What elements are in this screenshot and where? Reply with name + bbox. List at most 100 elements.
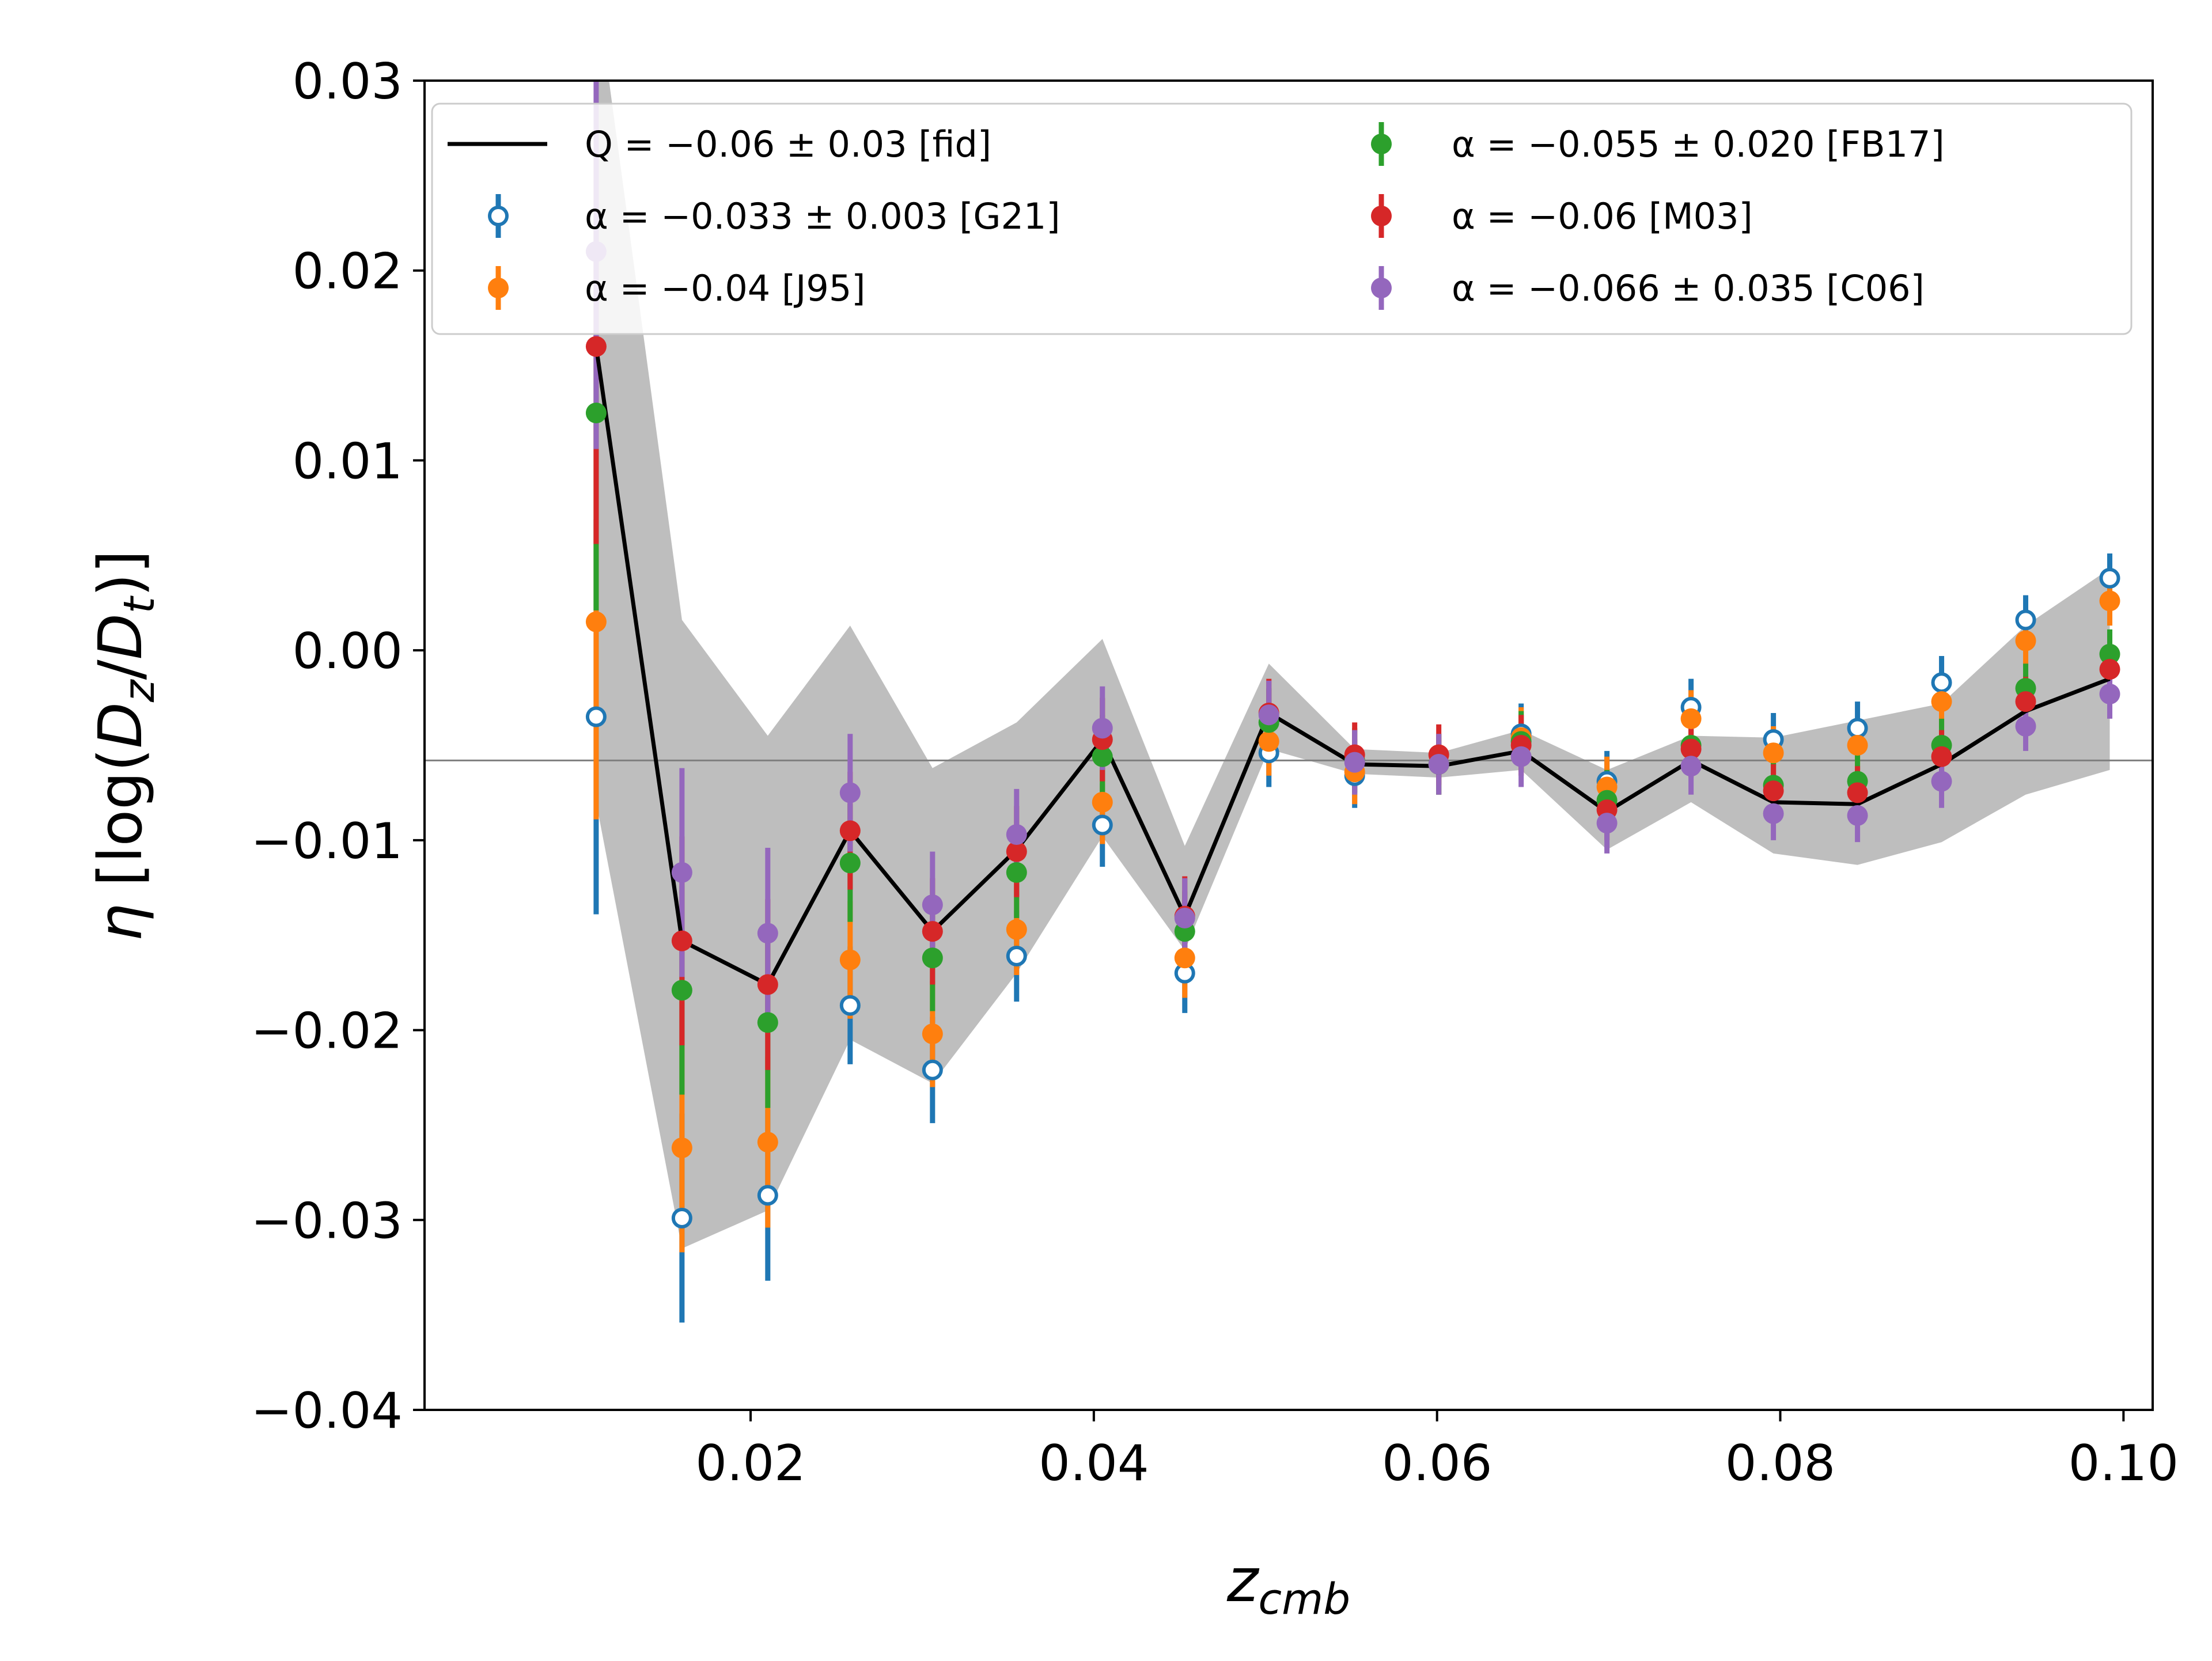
legend-label: α = −0.06 [M03] (1452, 195, 1753, 237)
y-axis-label-sub1: z (115, 678, 164, 703)
data-point (2099, 683, 2120, 704)
data-point (1092, 718, 1113, 739)
y-axis: 0.03 0.02 0.01 0.00 −0.01 −0.02 −0.03 −0.04 (251, 53, 425, 1440)
x-axis-label-base: z (1226, 1545, 1260, 1616)
data-point (757, 974, 778, 995)
data-point (2099, 659, 2120, 680)
y-tick-label: −0.02 (251, 1003, 403, 1060)
data-point (922, 1059, 943, 1080)
x-tick-label: 0.10 (2069, 1435, 2179, 1492)
y-axis-label-d2: D (85, 613, 156, 659)
legend-handle-marker (1371, 278, 1392, 298)
y-axis-label-slash: / (85, 659, 156, 680)
data-point (1931, 672, 1952, 693)
data-point (757, 1185, 778, 1206)
data-point (1092, 814, 1113, 836)
y-tick-label: 0.01 (293, 433, 403, 490)
data-markers (585, 241, 2120, 1228)
x-tick-label: 0.06 (1382, 1435, 1492, 1492)
x-axis-label: zcmb (1226, 1545, 1350, 1624)
data-point (839, 820, 861, 841)
legend-label: Q = −0.06 ± 0.03 [fid] (585, 123, 991, 165)
data-point (1428, 753, 1449, 775)
y-axis-label-d1: D (85, 702, 156, 748)
data-point (1931, 771, 1952, 792)
data-point (2099, 643, 2120, 665)
x-axis-label-subscript: cmb (1258, 1575, 1350, 1624)
y-tick-label: 0.03 (293, 53, 403, 111)
data-point (839, 852, 861, 874)
data-point (585, 611, 607, 632)
data-point (839, 782, 861, 803)
data-point (671, 980, 692, 1001)
plot-content (425, 81, 2153, 1323)
data-point (757, 1132, 778, 1153)
data-point (1344, 752, 1365, 773)
legend-label: α = −0.033 ± 0.003 [G21] (585, 195, 1060, 237)
y-tick-label: 0.02 (293, 243, 403, 301)
x-tick-label: 0.04 (1039, 1435, 1149, 1492)
legend-handle-marker (1371, 206, 1392, 226)
data-point (2099, 567, 2120, 589)
legend-box (431, 103, 2133, 335)
data-point (1092, 746, 1113, 767)
data-point (1092, 791, 1113, 813)
data-point (839, 995, 861, 1016)
data-point (1006, 945, 1027, 966)
data-point (2015, 716, 2036, 737)
data-point (1931, 691, 1952, 712)
data-point (671, 1207, 692, 1228)
y-tick-label: −0.03 (251, 1192, 403, 1250)
data-point (1680, 708, 1702, 729)
data-point (1174, 947, 1195, 969)
data-point (1763, 803, 1784, 824)
data-point (1596, 813, 1618, 834)
data-point (1847, 718, 1868, 739)
x-axis: 0.02 0.04 0.06 0.08 0.10 (695, 1410, 2179, 1492)
data-point (922, 1023, 943, 1045)
data-point (1763, 780, 1784, 802)
data-point (1847, 782, 1868, 803)
x-tick-label: 0.02 (695, 1435, 805, 1492)
y-axis-label: η[log(Dz/Dt)] (85, 550, 164, 942)
y-axis-label-close: )] (85, 550, 156, 597)
data-point (1006, 919, 1027, 940)
y-tick-label: 0.00 (293, 623, 403, 680)
legend-label: α = −0.04 [J95] (585, 267, 866, 309)
data-point (1847, 735, 1868, 756)
legend-handle-marker (1371, 134, 1392, 154)
y-axis-label-eta: η (85, 904, 156, 942)
data-point (585, 336, 607, 357)
data-point (922, 947, 943, 969)
data-point (2099, 590, 2120, 612)
y-axis-label-open: [log( (85, 748, 156, 886)
data-point (585, 706, 607, 727)
data-point (1006, 824, 1027, 845)
data-point (757, 1012, 778, 1033)
plot-area (423, 79, 2154, 1411)
data-point (1847, 805, 1868, 826)
data-point (1174, 908, 1195, 929)
legend-handle-marker (488, 278, 509, 298)
data-point (757, 923, 778, 944)
legend-label: α = −0.055 ± 0.020 [FB17] (1452, 123, 1945, 165)
data-point (2015, 691, 2036, 712)
data-point (922, 921, 943, 942)
legend-handle-marker (488, 206, 509, 226)
data-point (922, 894, 943, 915)
data-point (1258, 704, 1279, 726)
data-point (1680, 738, 1702, 760)
data-point (1006, 862, 1027, 883)
data-point (585, 403, 607, 423)
y-tick-label: −0.01 (251, 813, 403, 870)
data-point (1680, 756, 1702, 777)
y-axis-label-sub2: t (115, 595, 164, 613)
data-point (1258, 731, 1279, 752)
data-point (1763, 742, 1784, 764)
data-point (671, 930, 692, 951)
data-point (2015, 630, 2036, 651)
data-point (671, 1137, 692, 1158)
data-point (2015, 609, 2036, 631)
